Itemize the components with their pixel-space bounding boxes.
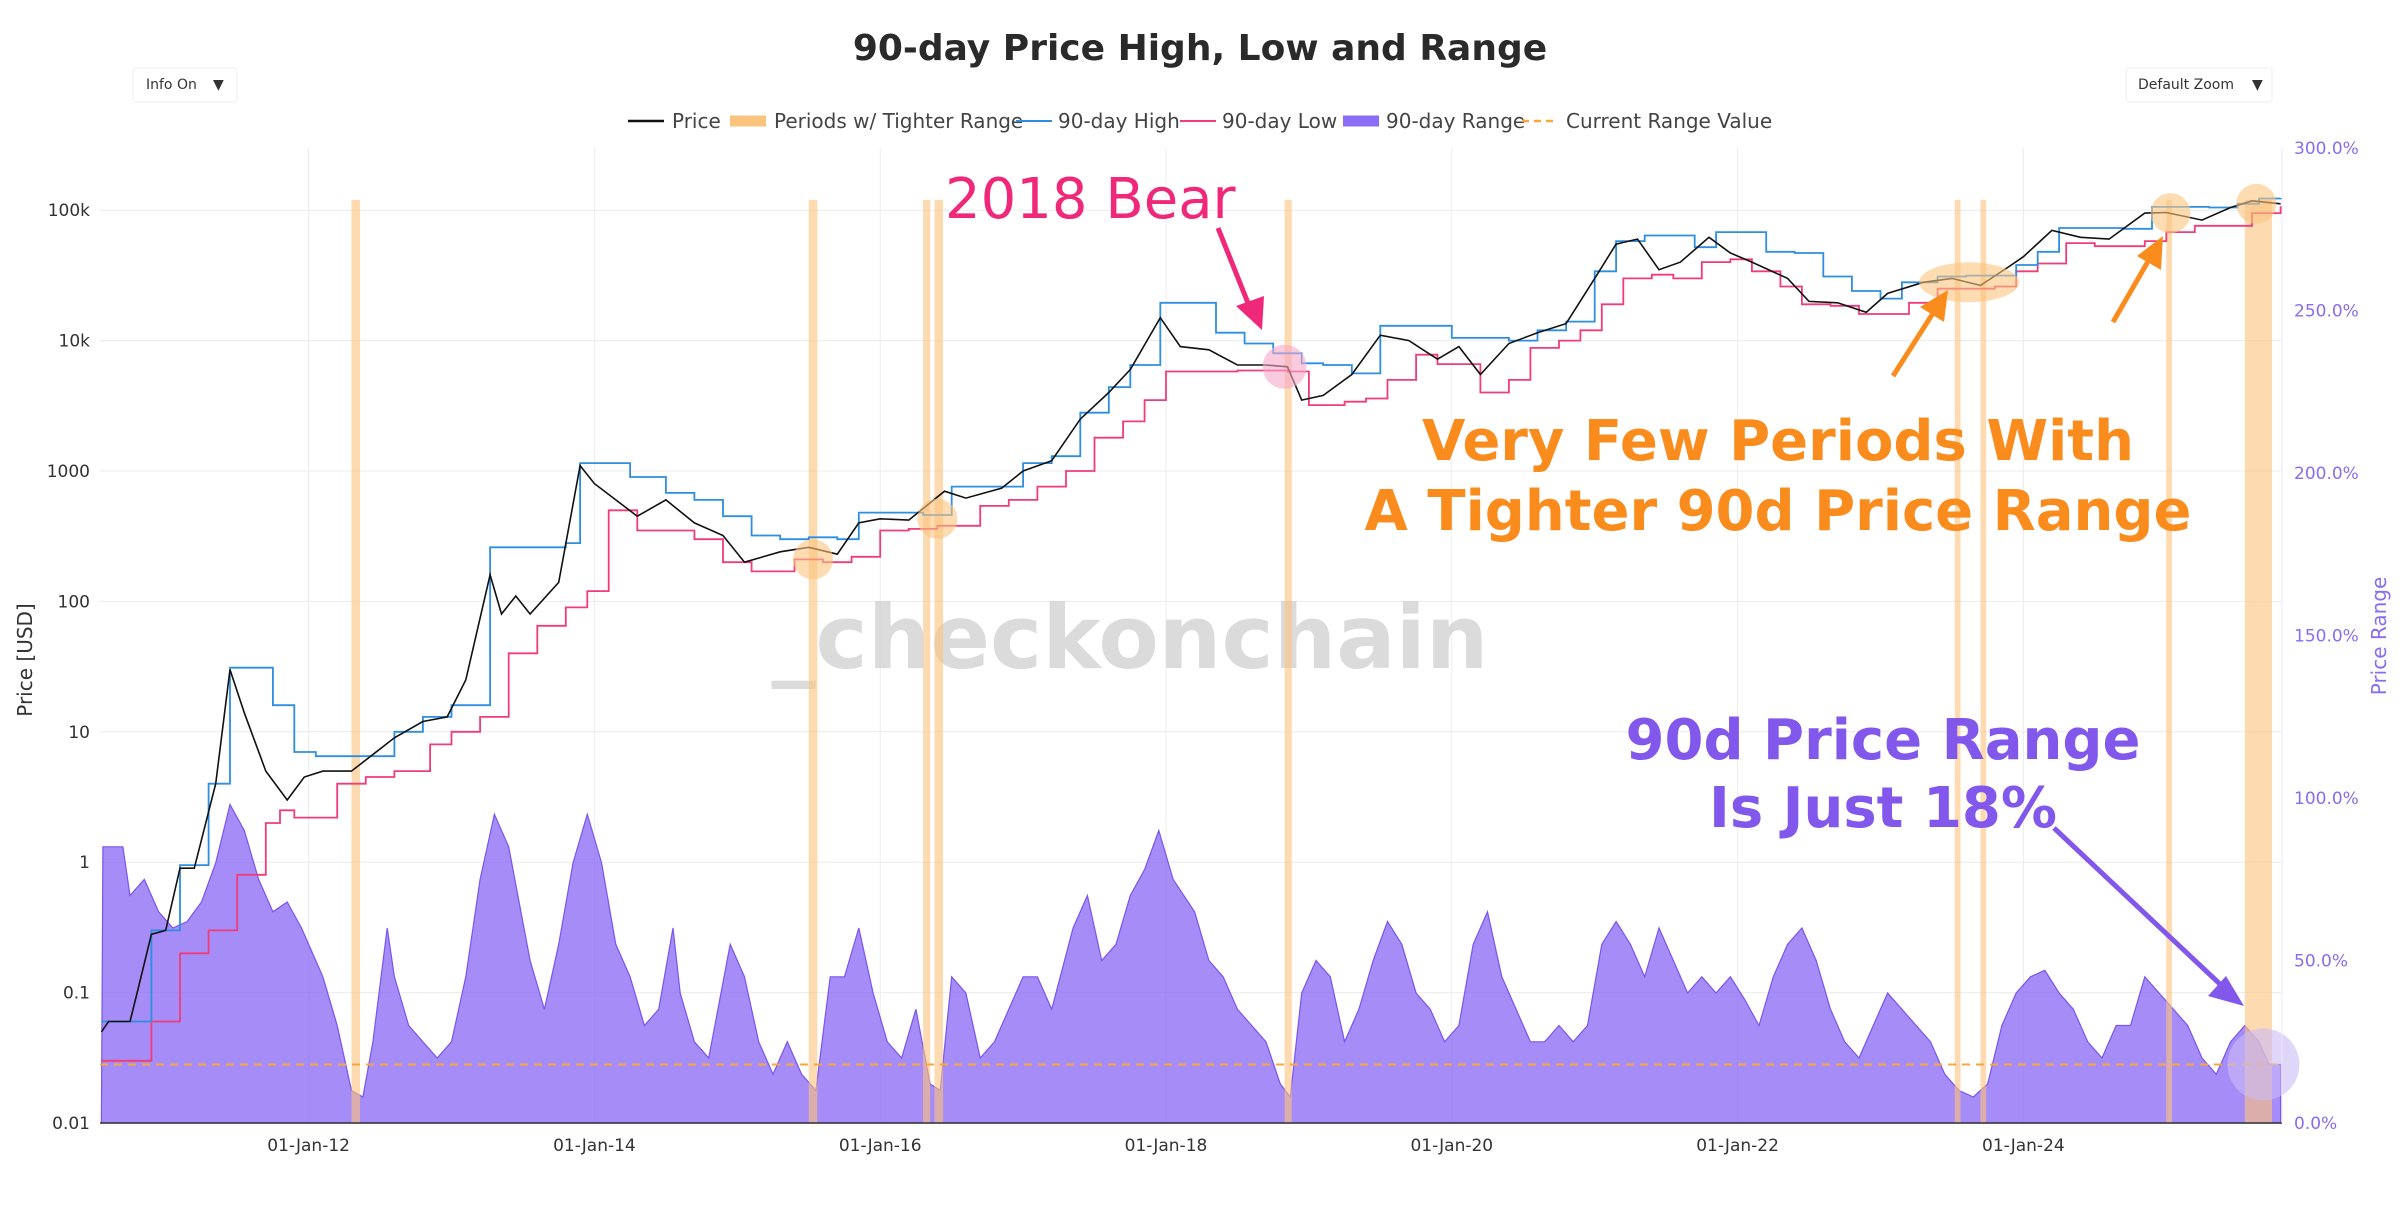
x-tick-label: 01-Jan-24	[1982, 1136, 2065, 1156]
highlight-circle	[793, 539, 834, 580]
zoom-select-button[interactable]: Default Zoom ▼	[2125, 67, 2273, 103]
y-tick-label: 0.1	[63, 984, 90, 1004]
annotation-range-line1: 90d Price Range	[1626, 708, 2141, 773]
y2-tick-label: 200.0%	[2294, 464, 2359, 484]
tight-period-band	[1980, 199, 1987, 1123]
chevron-down-icon: ▼	[2252, 77, 2263, 93]
highlight-circle	[2150, 193, 2191, 234]
y-tick-label: 0.01	[52, 1114, 90, 1134]
tight-period-band	[351, 199, 361, 1123]
highlight-circle	[2236, 183, 2277, 224]
y-tick-label: 1000	[47, 462, 90, 482]
legend-label-tight[interactable]: Periods w/ Tighter Range	[774, 109, 1023, 133]
info-toggle-label: Info On	[146, 77, 197, 93]
y-tick-label: 100	[58, 592, 90, 612]
annotation-range-line2: Is Just 18%	[1709, 776, 2057, 841]
tight-period-band	[923, 199, 931, 1123]
annotation-tight-line2: A Tighter 90d Price Range	[1365, 479, 2192, 544]
arrow-tight-2	[2110, 236, 2163, 324]
arrow-bear	[1215, 227, 1264, 330]
zoom-select-label: Default Zoom	[2138, 77, 2234, 93]
legend-label-high[interactable]: 90-day High	[1058, 109, 1180, 133]
highlight-circle	[1262, 344, 1307, 389]
tight-period-band	[1284, 199, 1292, 1123]
tight-period-band	[934, 199, 944, 1123]
y2-axis-title: Price Range	[2367, 577, 2391, 696]
y2-tick-label: 150.0%	[2294, 627, 2359, 647]
y-tick-label: 100k	[48, 201, 90, 221]
highlight-circle	[1919, 262, 2020, 303]
chevron-down-icon: ▼	[213, 77, 224, 93]
y-tick-label: 10k	[59, 332, 91, 352]
axes-layer: 100k 10k 1000 100 10 1 0.1 0.01 300.0% 250.0% 200.…	[47, 139, 2359, 1156]
legend-label-price[interactable]: Price	[672, 109, 721, 133]
series-90-day-low	[101, 206, 2282, 1062]
legend-label-low[interactable]: 90-day Low	[1222, 109, 1337, 133]
y-tick-label: 1	[79, 853, 90, 873]
tight-period-band	[2166, 199, 2172, 1123]
x-tick-label: 01-Jan-18	[1125, 1136, 1208, 1156]
watermark: _checkonchain	[772, 586, 1489, 689]
y2-tick-label: 250.0%	[2294, 302, 2359, 322]
arrow-range	[2052, 826, 2244, 1006]
y2-tick-label: 0.0%	[2294, 1114, 2337, 1134]
tight-periods-layer	[351, 199, 2272, 1123]
annotation-bear: 2018 Bear	[945, 167, 1237, 232]
chart-title: 90-day Price High, Low and Range	[853, 28, 1547, 69]
x-tick-label: 01-Jan-14	[553, 1136, 636, 1156]
legend: Price Periods w/ Tighter Range 90-day Hi…	[628, 109, 1772, 133]
tight-period-band	[2244, 199, 2272, 1123]
y2-tick-label: 100.0%	[2294, 789, 2359, 809]
highlight-circle	[2227, 1028, 2300, 1101]
arrow-tight-1	[1890, 290, 1948, 378]
x-tick-label: 01-Jan-22	[1696, 1136, 1779, 1156]
highlight-circles-layer	[793, 183, 2300, 1101]
series-90-day-range	[100, 802, 2282, 1124]
x-tick-label: 01-Jan-16	[839, 1136, 922, 1156]
y-axis-title: Price [USD]	[13, 603, 37, 717]
range-area-layer	[100, 802, 2282, 1124]
x-tick-label: 01-Jan-12	[267, 1136, 350, 1156]
tight-period-band	[808, 199, 818, 1123]
highlight-circle	[917, 498, 958, 539]
y2-tick-label: 300.0%	[2294, 139, 2359, 159]
series-price	[100, 199, 2281, 1033]
x-tick-label: 01-Jan-20	[1410, 1136, 1493, 1156]
y2-tick-label: 50.0%	[2294, 952, 2348, 972]
y-tick-label: 10	[68, 723, 90, 743]
legend-label-range[interactable]: 90-day Range	[1386, 109, 1525, 133]
legend-label-current[interactable]: Current Range Value	[1566, 109, 1772, 133]
tight-period-band	[1954, 199, 1961, 1123]
annotation-tight-line1: Very Few Periods With	[1422, 409, 2134, 474]
info-toggle-button[interactable]: Info On ▼	[132, 67, 238, 103]
